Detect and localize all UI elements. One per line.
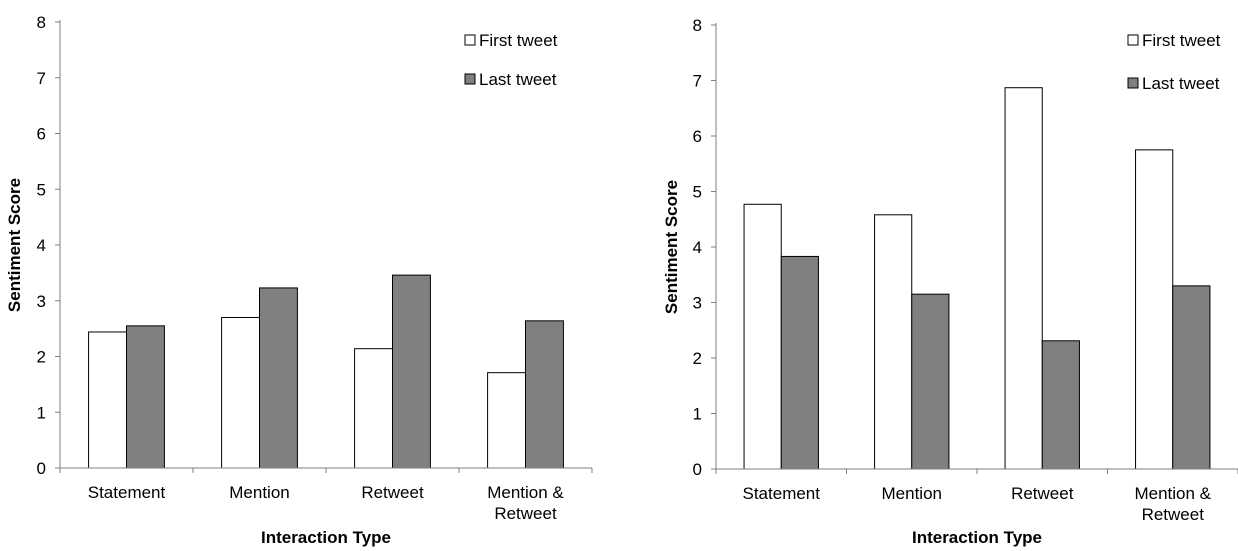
x-tick-label: Mention & xyxy=(1134,484,1211,503)
legend-swatch-last-tweet xyxy=(1127,77,1139,89)
y-tick-label: 0 xyxy=(37,459,46,478)
legend-swatch-first-tweet xyxy=(464,34,476,46)
y-tick-label: 6 xyxy=(37,125,46,144)
y-tick-label: 6 xyxy=(693,127,702,146)
y-axis-title: Sentiment Score xyxy=(5,178,24,312)
y-tick-label: 3 xyxy=(693,294,702,313)
y-axis-title: Sentiment Score xyxy=(662,180,681,314)
x-tick-label: Mention xyxy=(229,483,289,502)
y-tick-label: 0 xyxy=(693,460,702,479)
bar-first-tweet xyxy=(874,214,913,470)
chart-right: 0 1 2 3 4 5 6 7 8 Statement Mention Retweet Mention … xyxy=(662,16,1238,547)
x-tick-label: Statement xyxy=(88,483,166,502)
legend-swatch-first-tweet xyxy=(1127,34,1139,46)
bar-first-tweet xyxy=(743,203,782,470)
y-tick-label: 1 xyxy=(693,405,702,424)
y-tick-label: 2 xyxy=(693,349,702,368)
y-tick-label: 4 xyxy=(37,236,46,255)
x-tick-label: Retweet xyxy=(1142,505,1205,524)
y-tick-label: 7 xyxy=(37,69,46,88)
y-tick-label: 7 xyxy=(693,72,702,91)
legend-label: Last tweet xyxy=(1142,74,1220,93)
bar-first-tweet xyxy=(354,348,393,469)
x-tick-label: Mention xyxy=(882,484,942,503)
y-tick-label: 3 xyxy=(37,292,46,311)
y-tick-label: 8 xyxy=(693,16,702,35)
bar-last-tweet xyxy=(1172,285,1211,470)
y-tick-label: 8 xyxy=(37,13,46,32)
x-tick-label: Retweet xyxy=(1011,484,1074,503)
x-tick-label: Statement xyxy=(743,484,821,503)
x-axis-title: Interaction Type xyxy=(912,528,1042,547)
y-tick-label: 2 xyxy=(37,348,46,367)
bar-last-tweet xyxy=(911,293,950,470)
bar-first-tweet xyxy=(487,372,526,469)
bar-last-tweet xyxy=(126,325,165,469)
bar-last-tweet xyxy=(525,320,564,469)
bar-last-tweet xyxy=(259,287,298,469)
bar-last-tweet xyxy=(392,274,431,469)
y-tick-label: 4 xyxy=(693,238,702,257)
chart-left: 0 1 2 3 4 5 6 7 8 Statement Mention Retweet Mention … xyxy=(5,13,593,547)
y-tick-label: 1 xyxy=(37,403,46,422)
bar-first-tweet xyxy=(88,331,127,469)
bar-first-tweet xyxy=(221,316,260,469)
bar-first-tweet xyxy=(1004,87,1043,470)
bar-last-tweet xyxy=(1041,340,1080,470)
legend-label: First tweet xyxy=(1142,31,1221,50)
x-axis-title: Interaction Type xyxy=(261,528,391,547)
legend-swatch-last-tweet xyxy=(464,73,476,85)
x-tick-label: Retweet xyxy=(361,483,424,502)
y-tick-label: 5 xyxy=(37,180,46,199)
legend-label: Last tweet xyxy=(479,70,557,89)
legend-label: First tweet xyxy=(479,31,558,50)
y-tick-label: 5 xyxy=(693,183,702,202)
bar-first-tweet xyxy=(1135,149,1174,470)
x-tick-label: Retweet xyxy=(494,504,557,523)
bar-last-tweet xyxy=(780,255,819,470)
x-tick-label: Mention & xyxy=(487,483,564,502)
